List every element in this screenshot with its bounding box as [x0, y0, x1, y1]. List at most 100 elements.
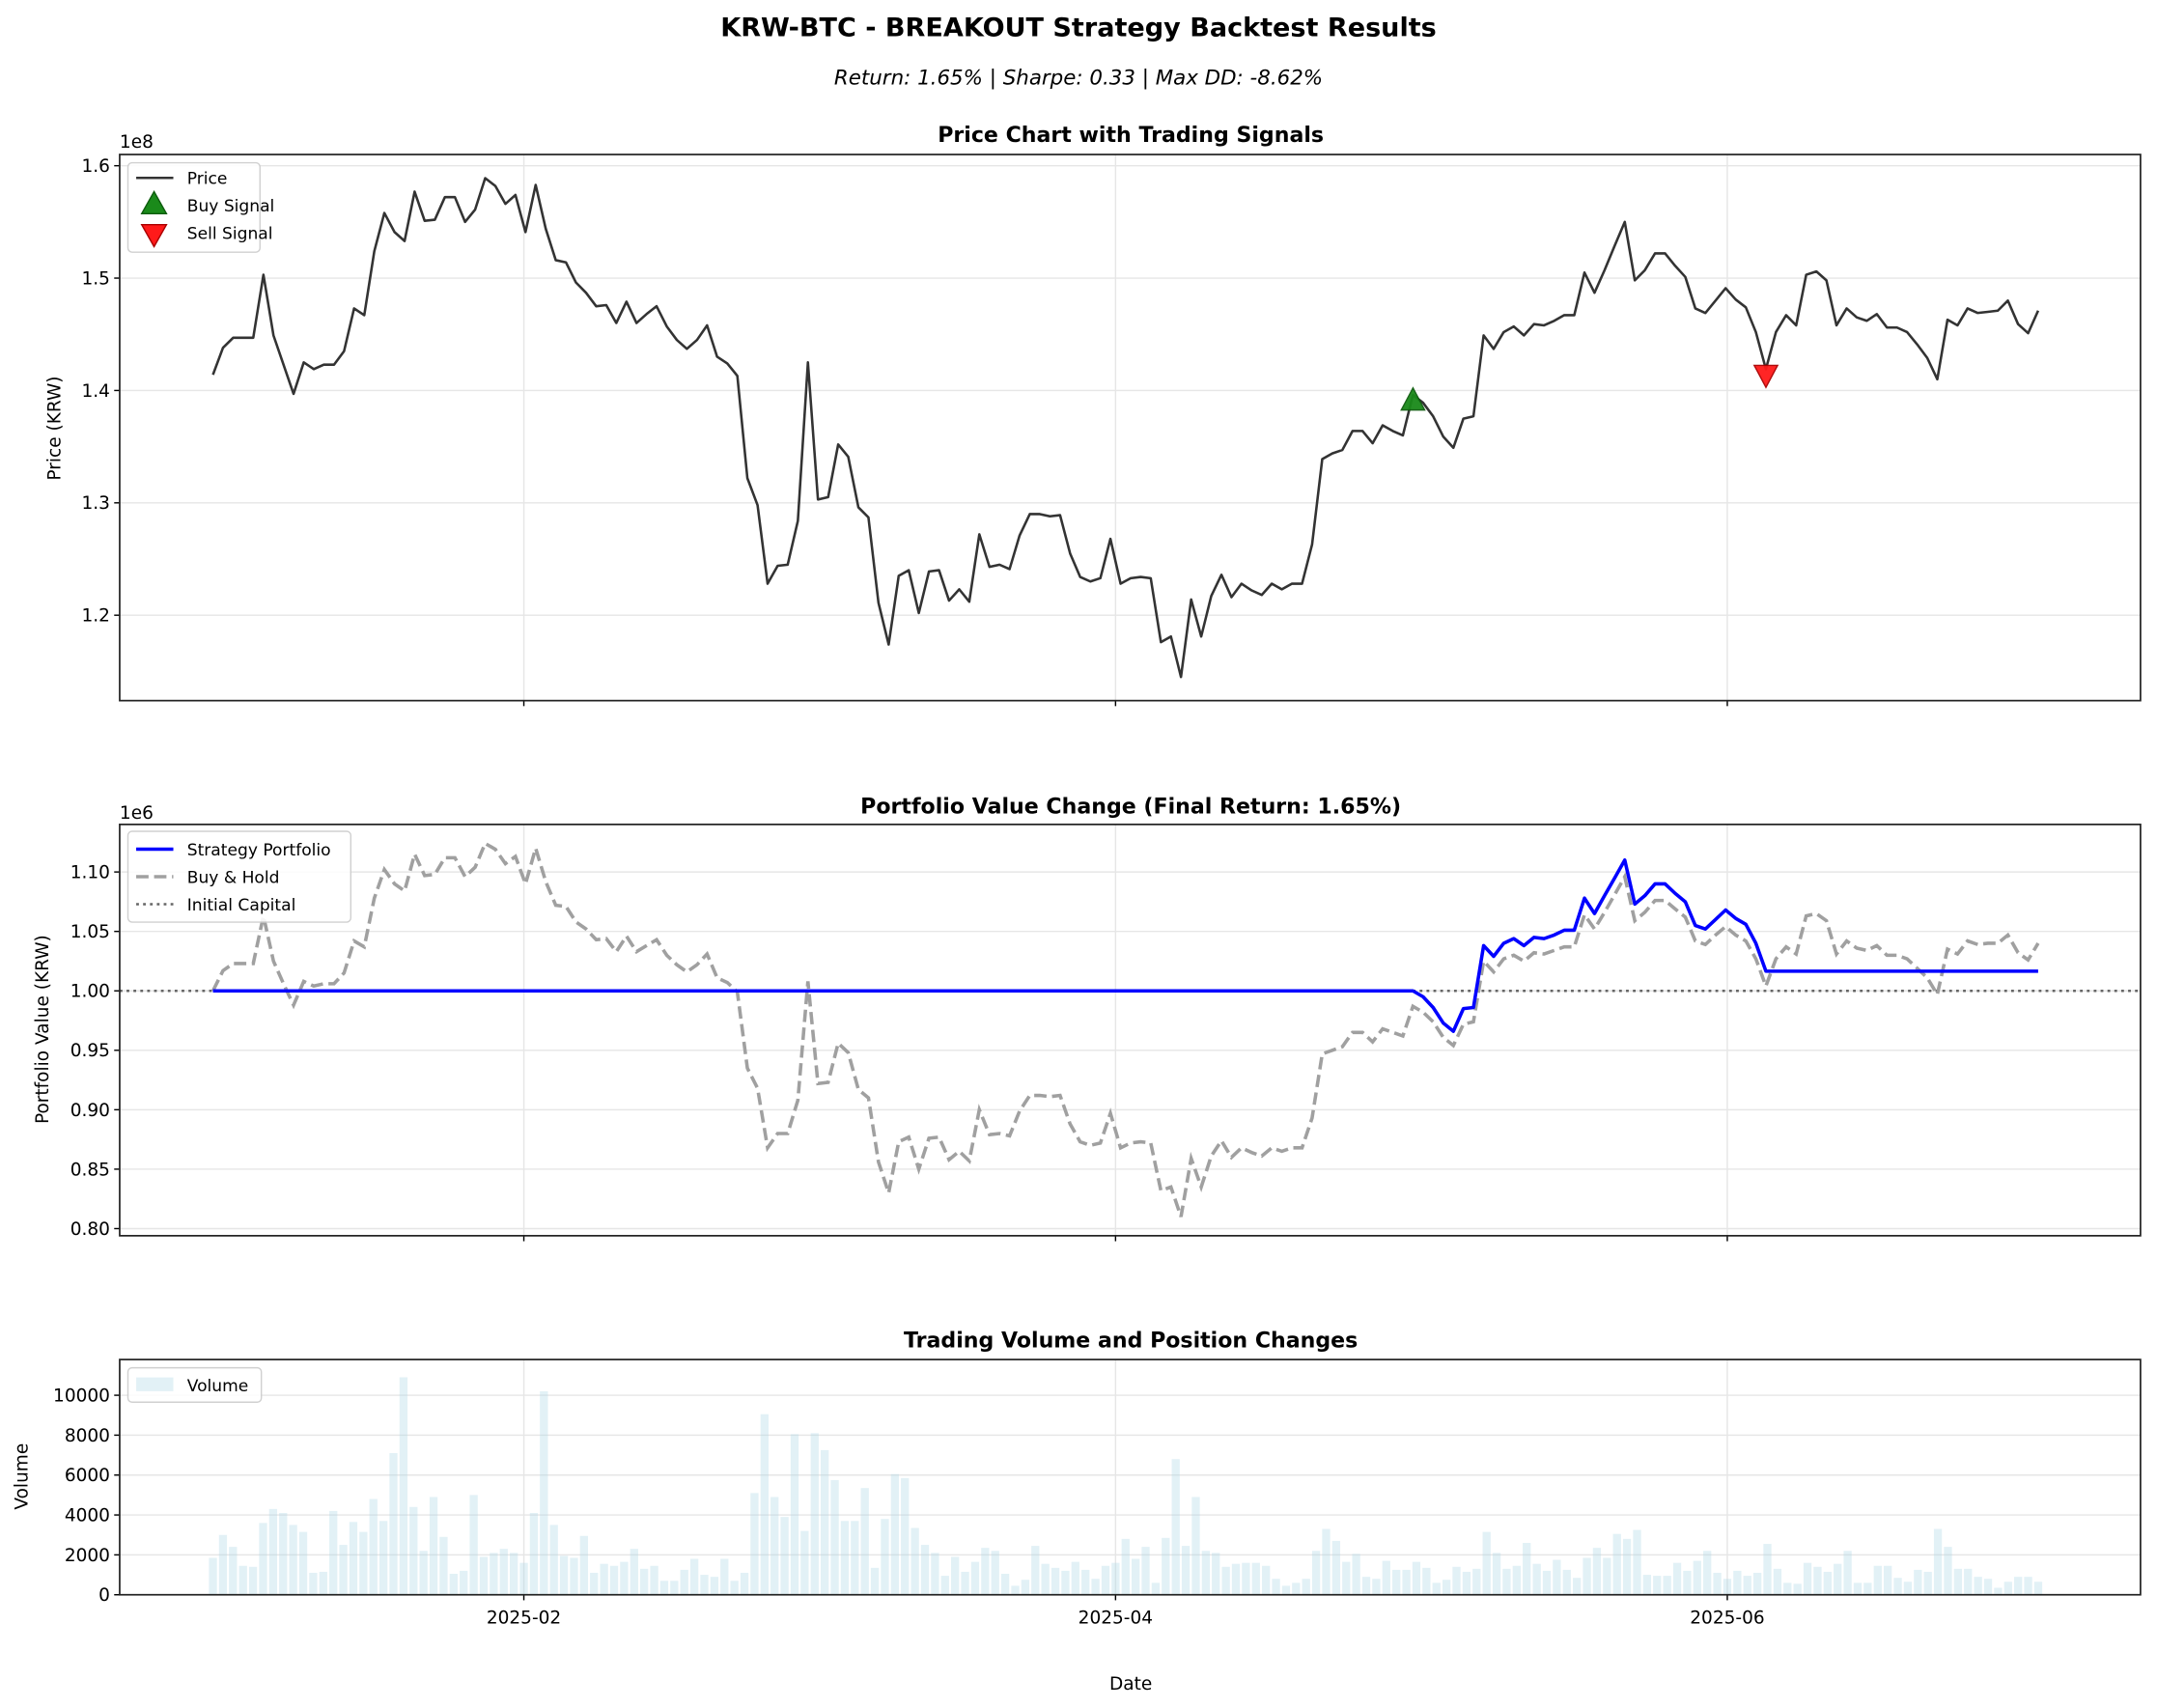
volume-bar	[1914, 1569, 1922, 1595]
y-tick-label: 0.90	[70, 1101, 110, 1121]
legend-volume-label: Volume	[187, 1377, 249, 1396]
volume-bar	[579, 1535, 589, 1595]
volume-bar	[1783, 1582, 1792, 1595]
volume-bar	[670, 1581, 679, 1595]
volume-bar	[209, 1557, 217, 1595]
volume-bar	[970, 1561, 980, 1595]
volume-bar	[268, 1508, 278, 1595]
x-tick-label: 2025-06	[1690, 1609, 1764, 1629]
volume-bar	[1823, 1571, 1832, 1595]
volume-bar	[1793, 1583, 1802, 1595]
volume-bar	[1683, 1570, 1692, 1595]
volume-bar	[1050, 1567, 1060, 1595]
volume-bar	[529, 1513, 539, 1595]
volume-bar	[1081, 1569, 1090, 1595]
volume-bar	[620, 1561, 629, 1595]
volume-bar	[1311, 1551, 1321, 1595]
volume-bar	[810, 1433, 819, 1595]
volume-bar	[730, 1581, 739, 1595]
volume-bar	[499, 1549, 508, 1595]
volume-bar	[1281, 1585, 1291, 1595]
volume-bar	[790, 1434, 799, 1595]
volume-bar	[2033, 1582, 2043, 1595]
volume-bar	[1292, 1582, 1301, 1595]
volume-bar	[1834, 1563, 1842, 1595]
volume-bar	[1642, 1575, 1652, 1595]
volume-bar	[439, 1536, 448, 1595]
volume-bar	[680, 1569, 688, 1595]
volume-bar	[1382, 1560, 1390, 1595]
y-tick-label: 0.95	[70, 1041, 110, 1061]
volume-bar	[1573, 1578, 1582, 1595]
volume-bar	[1953, 1568, 1963, 1595]
legend-strategy-label: Strategy Portfolio	[187, 841, 331, 860]
volume-bar	[961, 1571, 969, 1595]
volume-panel-title: Trading Volume and Position Changes	[904, 1329, 1358, 1353]
volume-bar	[309, 1572, 318, 1595]
volume-bar	[1553, 1559, 1561, 1595]
buy-signal-marker	[1400, 386, 1426, 411]
volume-bar	[870, 1567, 880, 1595]
volume-bar	[1512, 1565, 1521, 1595]
volume-bar	[1763, 1544, 1772, 1595]
volume-bar	[630, 1549, 638, 1595]
legend-box	[126, 830, 352, 923]
volume-bar	[1482, 1531, 1491, 1595]
volume-bar	[1011, 1585, 1020, 1595]
figure-title: KRW-BTC - BREAKOUT Strategy Backtest Res…	[720, 13, 1437, 42]
volume-bar	[981, 1548, 990, 1595]
volume-bar	[1372, 1579, 1381, 1595]
volume-bar	[429, 1497, 438, 1595]
volume-bar	[1151, 1582, 1161, 1595]
legend-volume-swatch	[136, 1377, 174, 1391]
volume-bar	[689, 1558, 699, 1595]
volume-bar	[1873, 1565, 1882, 1595]
volume-bar	[1964, 1568, 1973, 1595]
y-tick-label: 8000	[65, 1426, 110, 1446]
volume-bar	[1592, 1548, 1602, 1595]
volume-bar	[1603, 1557, 1611, 1595]
legend-buy-hold-label: Buy & Hold	[187, 868, 280, 887]
volume-bar	[1622, 1538, 1632, 1595]
volume-bar	[1853, 1582, 1863, 1595]
volume-bar	[780, 1517, 789, 1595]
volume-bar	[1262, 1565, 1271, 1595]
volume-bar	[1612, 1533, 1621, 1595]
legend-sell-icon	[140, 223, 168, 248]
volume-bar	[1162, 1537, 1170, 1595]
volume-panel: Trading Volume and Position Changes Volu…	[12, 1329, 2142, 1694]
volume-bar	[2024, 1577, 2032, 1595]
volume-bar	[1432, 1582, 1441, 1595]
volume-bar	[1502, 1568, 1511, 1595]
legend-sell-label: Sell Signal	[187, 225, 273, 244]
portfolio-panel: Portfolio Value Change (Final Return: 1.…	[33, 795, 2142, 1242]
volume-bar	[378, 1521, 388, 1595]
volume-bar	[1422, 1567, 1431, 1595]
volume-bar	[1402, 1569, 1411, 1595]
volume-bar	[931, 1553, 939, 1595]
volume-bar	[1743, 1576, 1751, 1595]
volume-bar	[1242, 1562, 1250, 1595]
volume-bar	[1752, 1572, 1762, 1595]
price-line	[211, 177, 2040, 679]
y-tick-label: 0	[98, 1585, 110, 1606]
volume-bar	[1863, 1582, 1872, 1595]
volume-bar	[1191, 1497, 1200, 1595]
volume-bar	[840, 1521, 850, 1595]
volume-bar	[1542, 1570, 1552, 1595]
volume-bar	[329, 1510, 338, 1595]
legend-buy-label: Buy Signal	[187, 197, 275, 216]
volume-bar	[1713, 1572, 1722, 1595]
volume-bar	[1843, 1551, 1852, 1595]
volume-bar	[519, 1562, 528, 1595]
y-tick-label: 1.5	[82, 268, 110, 289]
volume-bar	[409, 1506, 418, 1595]
volume-bar	[1041, 1563, 1050, 1595]
volume-bar	[1181, 1546, 1191, 1595]
volume-bar	[1131, 1558, 1140, 1595]
volume-bar	[991, 1551, 999, 1595]
volume-bar	[449, 1574, 458, 1595]
volume-bar	[910, 1527, 919, 1595]
price-y-axis-label: Price (KRW)	[45, 377, 66, 481]
volume-bar	[1121, 1538, 1130, 1595]
